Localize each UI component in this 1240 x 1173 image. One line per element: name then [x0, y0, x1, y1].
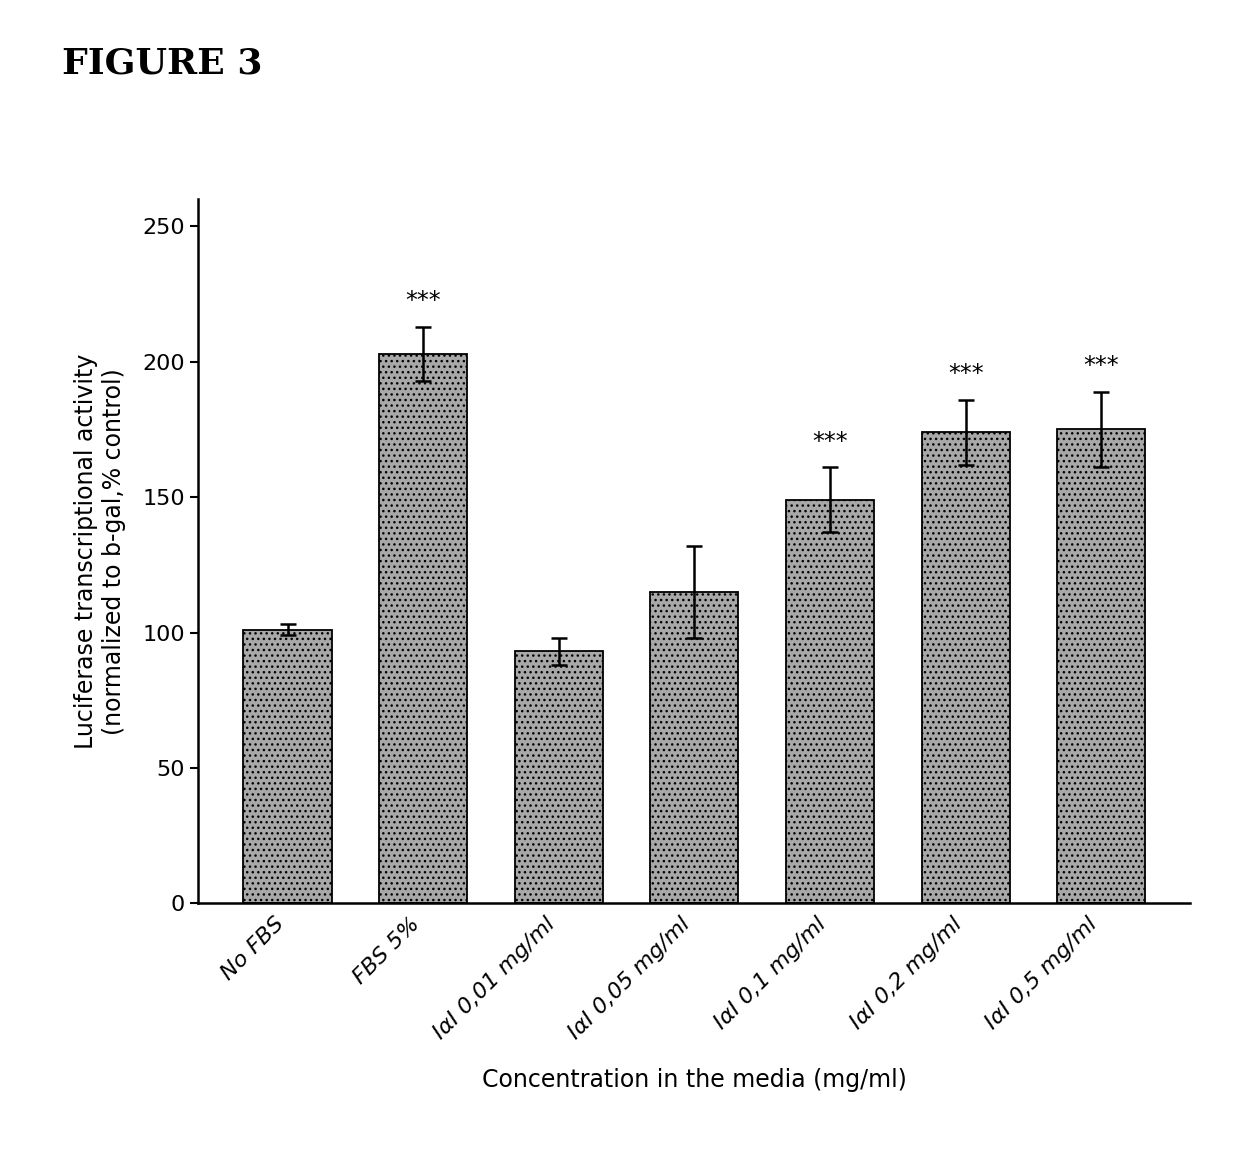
- Text: ***: ***: [812, 429, 848, 454]
- Bar: [243, 630, 331, 903]
- Bar: [786, 500, 874, 903]
- Bar: [921, 432, 1009, 903]
- Text: ***: ***: [1084, 354, 1118, 378]
- Text: ***: ***: [405, 289, 441, 313]
- Bar: [379, 354, 467, 903]
- Bar: [515, 651, 603, 903]
- Bar: [650, 592, 739, 903]
- Bar: [1058, 429, 1146, 903]
- Text: FIGURE 3: FIGURE 3: [62, 47, 263, 81]
- Text: ***: ***: [947, 362, 983, 386]
- Y-axis label: Luciferase transcriptional activity
(normalized to b-gal,% control): Luciferase transcriptional activity (nor…: [74, 353, 126, 750]
- X-axis label: Concentration in the media (mg/ml): Concentration in the media (mg/ml): [482, 1067, 906, 1092]
